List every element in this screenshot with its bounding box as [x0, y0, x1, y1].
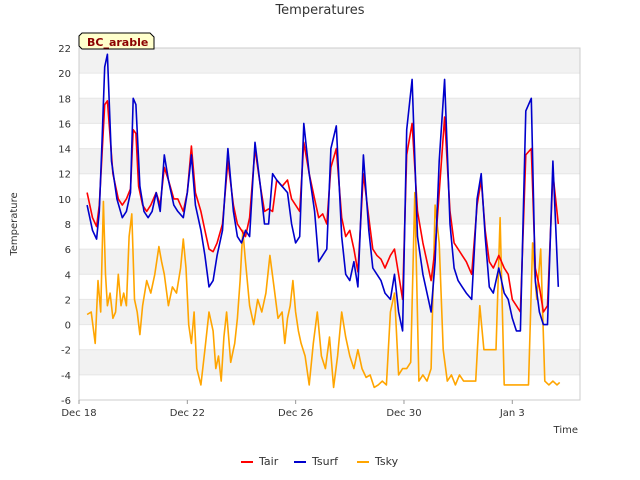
x-tick-label: Dec 22 — [170, 408, 205, 419]
x-tick-label: Dec 18 — [61, 408, 96, 419]
y-tick-label: 4 — [65, 270, 71, 281]
x-axis-title: Time — [553, 425, 578, 436]
band — [79, 98, 580, 124]
x-tick-label: Dec 26 — [278, 408, 313, 419]
legend-label: Tair — [258, 455, 279, 468]
band — [79, 48, 580, 74]
legend: Tair Tsurf Tsky — [241, 455, 399, 468]
site-label: BC_arable — [87, 36, 148, 49]
legend-label: Tsky — [374, 455, 399, 468]
y-tick-label: 2 — [65, 295, 71, 306]
plot-frame — [78, 47, 581, 401]
band — [79, 349, 580, 375]
y-tick-label: 18 — [58, 94, 71, 105]
legend-label: Tsurf — [311, 455, 339, 468]
y-tick-label: -4 — [61, 371, 71, 382]
legend-item-tsky: Tsky — [357, 455, 399, 468]
series-line-tsurf — [86, 53, 560, 332]
x-tick-label: Dec 30 — [386, 408, 421, 419]
y-tick-label: 20 — [58, 69, 71, 80]
x-tick-label: Jan 3 — [499, 408, 525, 419]
y-tick-label: -6 — [61, 396, 71, 407]
y-tick-label: 22 — [58, 44, 71, 55]
y-tick-label: 8 — [65, 220, 71, 231]
band — [79, 198, 580, 224]
y-tick-label: 16 — [58, 119, 71, 130]
y-axis-ticks: -6 -4 -2 0 2 4 6 8 10 12 14 16 18 20 22 — [58, 44, 71, 407]
background-bands — [79, 48, 580, 375]
y-tick-label: 14 — [58, 145, 71, 156]
y-tick-label: 6 — [65, 245, 71, 256]
y-tick-label: 12 — [58, 170, 71, 181]
y-tick-label: 0 — [65, 321, 71, 332]
x-axis-ticks: Dec 18 Dec 22 Dec 26 Dec 30 Jan 3 — [61, 400, 525, 419]
series-line-tsky — [86, 191, 561, 389]
site-label-badge: BC_arable — [78, 32, 155, 50]
y-axis-title: Temperature — [9, 192, 20, 256]
legend-item-tsurf: Tsurf — [294, 455, 339, 468]
legend-item-tair: Tair — [241, 455, 279, 468]
band — [79, 299, 580, 325]
chart-title: Temperatures — [274, 3, 364, 18]
y-tick-label: -2 — [61, 346, 71, 357]
y-tick-label: 10 — [58, 195, 71, 206]
series-layer — [86, 53, 561, 389]
